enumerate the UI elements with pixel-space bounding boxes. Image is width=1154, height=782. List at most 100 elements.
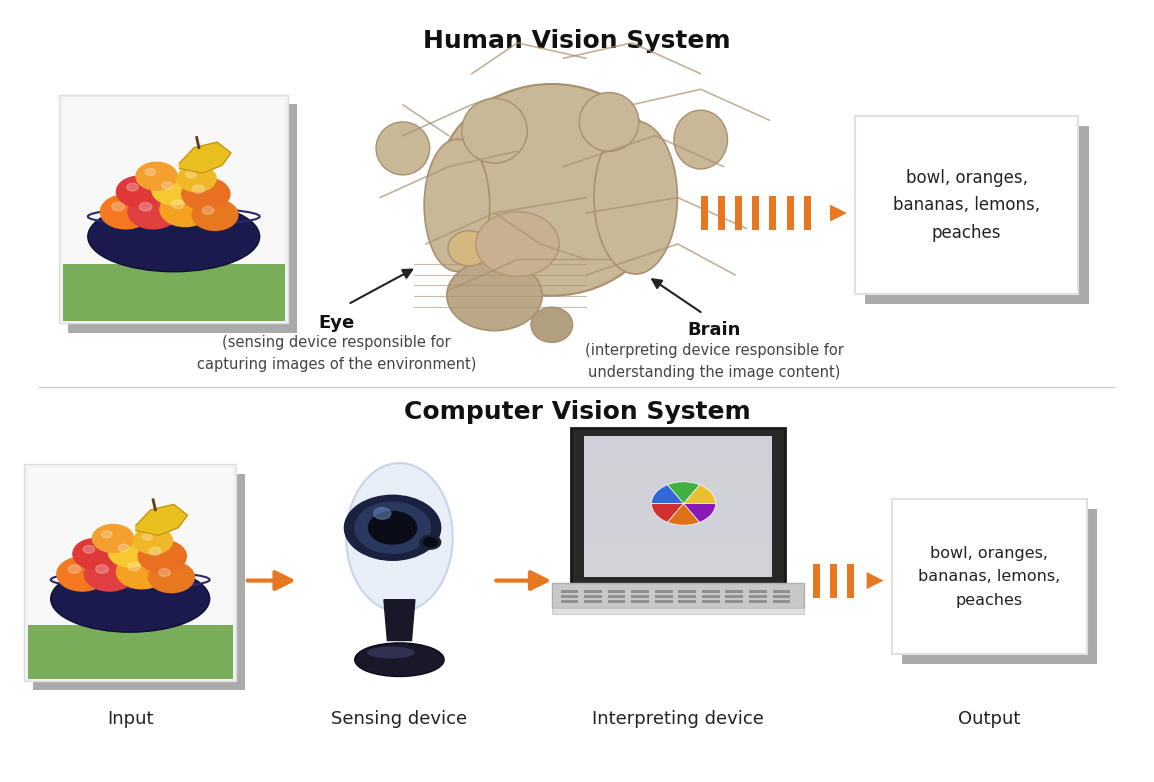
Circle shape: [149, 547, 162, 555]
Text: (interpreting device responsible for
understanding the image content): (interpreting device responsible for und…: [585, 343, 844, 380]
Circle shape: [186, 171, 196, 178]
Bar: [584, 436, 772, 454]
Circle shape: [152, 175, 195, 205]
Bar: [726, 590, 743, 593]
Bar: [608, 601, 625, 604]
Bar: [749, 590, 766, 593]
Wedge shape: [652, 504, 683, 522]
Bar: [772, 590, 790, 593]
Bar: [770, 196, 777, 230]
Circle shape: [145, 169, 156, 175]
Bar: [726, 601, 743, 604]
Ellipse shape: [579, 92, 639, 152]
FancyBboxPatch shape: [552, 583, 804, 608]
Bar: [62, 264, 285, 321]
FancyBboxPatch shape: [571, 428, 785, 586]
Bar: [718, 196, 725, 230]
Ellipse shape: [354, 643, 444, 676]
Circle shape: [138, 540, 186, 572]
Bar: [584, 601, 602, 604]
Bar: [726, 595, 743, 598]
Bar: [735, 196, 742, 230]
Text: bowl, oranges,
bananas, lemons,
peaches: bowl, oranges, bananas, lemons, peaches: [919, 546, 1061, 608]
Circle shape: [117, 176, 163, 207]
Circle shape: [136, 163, 178, 190]
Bar: [584, 524, 772, 542]
Bar: [28, 467, 233, 625]
Circle shape: [127, 183, 138, 191]
Circle shape: [344, 495, 441, 560]
Bar: [561, 590, 578, 593]
Text: Output: Output: [958, 710, 1020, 728]
Ellipse shape: [435, 84, 668, 296]
Circle shape: [178, 166, 216, 192]
Bar: [702, 595, 720, 598]
Polygon shape: [384, 600, 415, 640]
Circle shape: [134, 528, 173, 554]
Bar: [749, 595, 766, 598]
Circle shape: [57, 557, 107, 591]
Bar: [584, 559, 772, 577]
Circle shape: [117, 554, 167, 589]
Bar: [772, 595, 790, 598]
Text: Interpreting device: Interpreting device: [592, 710, 764, 728]
Circle shape: [374, 508, 391, 519]
Bar: [584, 472, 772, 489]
Bar: [631, 601, 649, 604]
Text: Eye: Eye: [319, 314, 354, 332]
Circle shape: [354, 502, 430, 554]
FancyBboxPatch shape: [24, 465, 237, 681]
Ellipse shape: [462, 99, 527, 163]
Ellipse shape: [448, 231, 489, 266]
Bar: [814, 564, 819, 597]
Circle shape: [140, 203, 152, 211]
FancyBboxPatch shape: [33, 474, 246, 691]
Bar: [561, 595, 578, 598]
Circle shape: [159, 569, 171, 576]
Bar: [702, 590, 720, 593]
Bar: [679, 601, 696, 604]
Text: Computer Vision System: Computer Vision System: [404, 400, 750, 425]
Bar: [62, 98, 285, 264]
Circle shape: [92, 525, 134, 552]
Bar: [804, 196, 811, 230]
Circle shape: [118, 544, 129, 551]
Bar: [679, 595, 696, 598]
Text: Brain: Brain: [688, 321, 741, 339]
Polygon shape: [180, 142, 231, 173]
Text: (sensing device responsible for
capturing images of the environment): (sensing device responsible for capturin…: [196, 335, 477, 372]
Bar: [561, 601, 578, 604]
Bar: [654, 601, 673, 604]
Bar: [584, 590, 602, 593]
Bar: [552, 608, 804, 615]
Bar: [631, 590, 649, 593]
Circle shape: [68, 565, 81, 573]
Circle shape: [100, 195, 151, 229]
Bar: [772, 601, 790, 604]
Polygon shape: [136, 504, 187, 536]
Bar: [584, 507, 772, 524]
Wedge shape: [683, 485, 715, 504]
Circle shape: [84, 557, 135, 591]
Wedge shape: [667, 482, 699, 504]
Ellipse shape: [346, 463, 452, 612]
Circle shape: [108, 538, 152, 567]
Bar: [700, 196, 707, 230]
Circle shape: [202, 206, 213, 214]
FancyBboxPatch shape: [892, 500, 1087, 654]
Bar: [584, 454, 772, 472]
Circle shape: [128, 195, 179, 229]
Bar: [654, 595, 673, 598]
Ellipse shape: [367, 647, 415, 658]
FancyBboxPatch shape: [68, 104, 298, 332]
Bar: [584, 595, 602, 598]
Wedge shape: [683, 504, 715, 522]
Text: bowl, oranges,
bananas, lemons,
peaches: bowl, oranges, bananas, lemons, peaches: [893, 168, 1040, 242]
Bar: [584, 489, 772, 507]
Text: Human Vision System: Human Vision System: [424, 29, 730, 53]
Circle shape: [420, 535, 441, 549]
FancyBboxPatch shape: [59, 95, 288, 323]
Circle shape: [368, 511, 417, 544]
Bar: [752, 196, 759, 230]
Ellipse shape: [531, 307, 572, 343]
